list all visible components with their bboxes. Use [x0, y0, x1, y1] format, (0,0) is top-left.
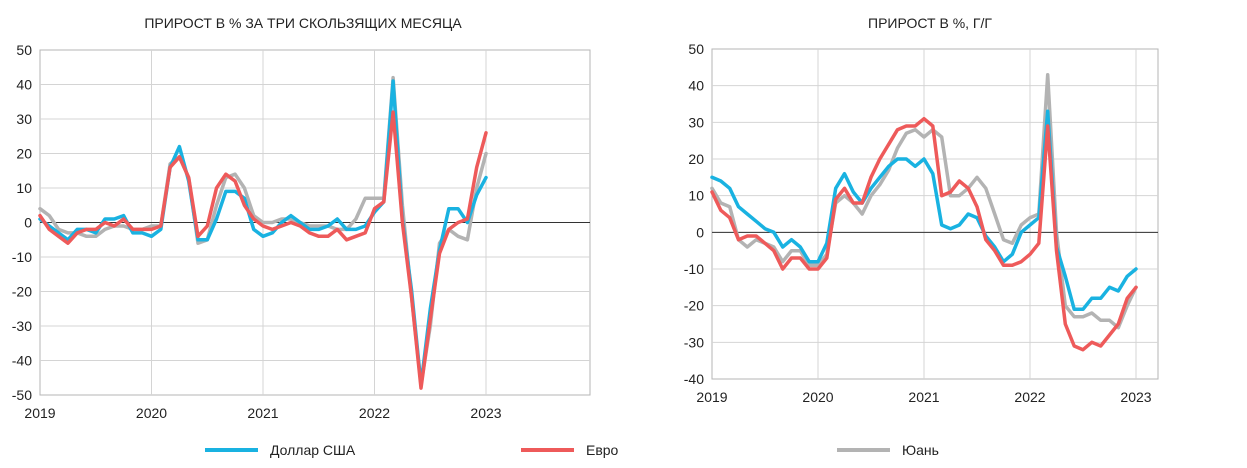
y-tick-label: -20 [12, 284, 32, 300]
x-tick-label: 2019 [696, 389, 727, 405]
y-tick-label: 0 [696, 224, 704, 240]
legend-label: Юань [902, 442, 939, 458]
y-tick-label: -10 [12, 249, 32, 265]
y-tick-label: -40 [12, 353, 32, 369]
y-tick-label: 10 [688, 188, 704, 204]
y-tick-label: 0 [24, 215, 32, 231]
chart-3m-growth: ПРИРОСТ В % ЗА ТРИ СКОЛЬЗЯЩИХ МЕСЯЦА 50 4… [12, 15, 591, 421]
y-tick-label: 40 [16, 77, 32, 93]
chart-yoy-growth: ПРИРОСТ В %, Г/Г 50 40 30 20 10 0 -10 -20 -30 -40… [684, 15, 1159, 405]
y-tick-label: -30 [12, 318, 32, 334]
x-tick-label: 2021 [247, 405, 278, 421]
legend-label: Евро [586, 442, 619, 458]
y-tick-label: 50 [16, 42, 32, 58]
x-tick-label: 2019 [24, 405, 55, 421]
y-tick-label: -20 [684, 298, 704, 314]
y-tick-label: -40 [684, 371, 704, 387]
y-tick-label: -10 [684, 261, 704, 277]
series-line-eur [710, 116, 1138, 352]
y-tick-label: 30 [16, 111, 32, 127]
y-tick-label: 40 [688, 78, 704, 94]
legend-label: Доллар США [270, 442, 356, 458]
y-tick-label: -30 [684, 334, 704, 350]
series-line-eur [38, 110, 488, 390]
legend: Доллар США Евро Юань [205, 442, 939, 458]
x-tick-label: 2020 [802, 389, 833, 405]
series-line-usd [710, 109, 1138, 312]
y-tick-label: 30 [688, 114, 704, 130]
plot-area [711, 48, 1159, 380]
y-tick-label: 20 [16, 146, 32, 162]
y-tick-label: 50 [688, 41, 704, 57]
x-tick-label: 2022 [1014, 389, 1045, 405]
chart-title: ПРИРОСТ В % ЗА ТРИ СКОЛЬЗЯЩИХ МЕСЯЦА [144, 15, 462, 31]
y-tick-label: 10 [16, 180, 32, 196]
x-tick-label: 2022 [359, 405, 390, 421]
series-line-cny [710, 72, 1138, 330]
legend-item-usd: Доллар США [205, 442, 356, 458]
x-tick-label: 2021 [908, 389, 939, 405]
legend-item-cny: Юань [837, 442, 939, 458]
x-tick-label: 2023 [470, 405, 501, 421]
x-tick-label: 2023 [1120, 389, 1151, 405]
chart-title: ПРИРОСТ В %, Г/Г [868, 15, 992, 31]
y-tick-label: 20 [688, 151, 704, 167]
x-tick-label: 2020 [136, 405, 167, 421]
legend-item-eur: Евро [521, 442, 619, 458]
y-tick-label: -50 [12, 387, 32, 403]
